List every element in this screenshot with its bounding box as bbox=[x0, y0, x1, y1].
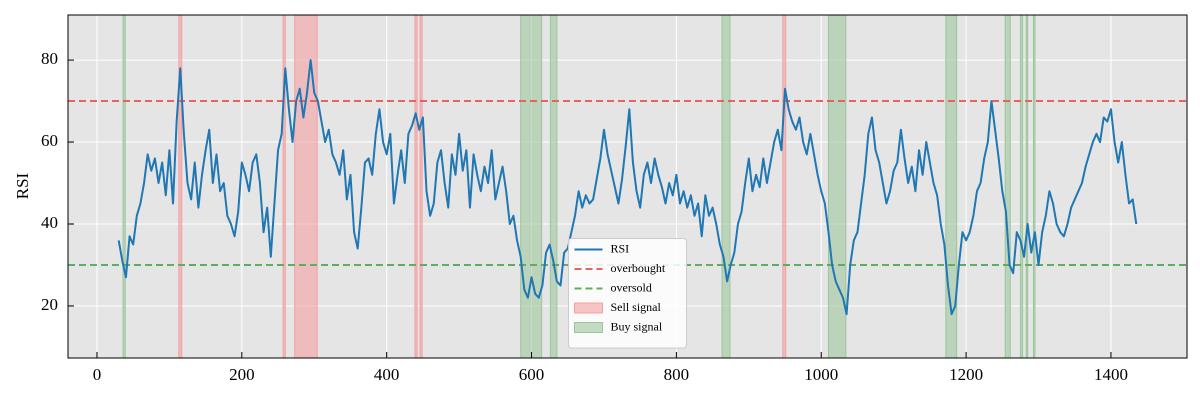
legend: RSI overbought oversold Sell signal Buy sign… bbox=[568, 238, 687, 349]
legend-label: Sell signal bbox=[611, 300, 662, 314]
x-tick-label: 200 bbox=[229, 365, 255, 384]
x-tick-label: 400 bbox=[374, 365, 400, 384]
signal-span bbox=[282, 14, 286, 359]
y-tick-label: 60 bbox=[41, 131, 58, 150]
x-tick-label: 1200 bbox=[949, 365, 983, 384]
x-tick-label: 800 bbox=[664, 365, 690, 384]
legend-swatch bbox=[574, 322, 603, 333]
signal-span bbox=[122, 14, 126, 359]
legend-label: RSI bbox=[611, 241, 630, 255]
x-tick-label: 600 bbox=[519, 365, 545, 384]
plot-frame bbox=[67, 14, 1188, 359]
x-tick-label: 1400 bbox=[1094, 365, 1128, 384]
x-tick-label: 1000 bbox=[804, 365, 838, 384]
signal-span bbox=[520, 14, 543, 359]
signal-span bbox=[721, 14, 731, 359]
signal-span bbox=[782, 14, 787, 359]
data-layer bbox=[68, 59, 1187, 316]
y-tick-label: 80 bbox=[41, 49, 58, 68]
signal-span bbox=[178, 14, 183, 359]
y-tick-label: 20 bbox=[41, 295, 58, 314]
signal-span bbox=[1004, 14, 1011, 359]
signal-span bbox=[414, 14, 418, 359]
legend-swatch bbox=[574, 302, 603, 314]
signal-span bbox=[549, 14, 558, 359]
x-tick-label: 0 bbox=[93, 365, 102, 384]
legend-box bbox=[568, 238, 687, 349]
signal-span bbox=[1019, 14, 1024, 359]
signal-span bbox=[419, 14, 423, 359]
rsi-line bbox=[117, 59, 1138, 316]
signal-span bbox=[294, 14, 318, 359]
signal-span bbox=[1032, 14, 1036, 359]
signal-span bbox=[827, 14, 847, 359]
legend-label: overbought bbox=[611, 261, 666, 275]
signal-span bbox=[1025, 14, 1029, 359]
legend-label: oversold bbox=[611, 280, 652, 294]
y-tick-label: 40 bbox=[41, 213, 58, 232]
legend-label: Buy signal bbox=[611, 319, 663, 333]
y-axis-label: RSI bbox=[13, 172, 32, 199]
